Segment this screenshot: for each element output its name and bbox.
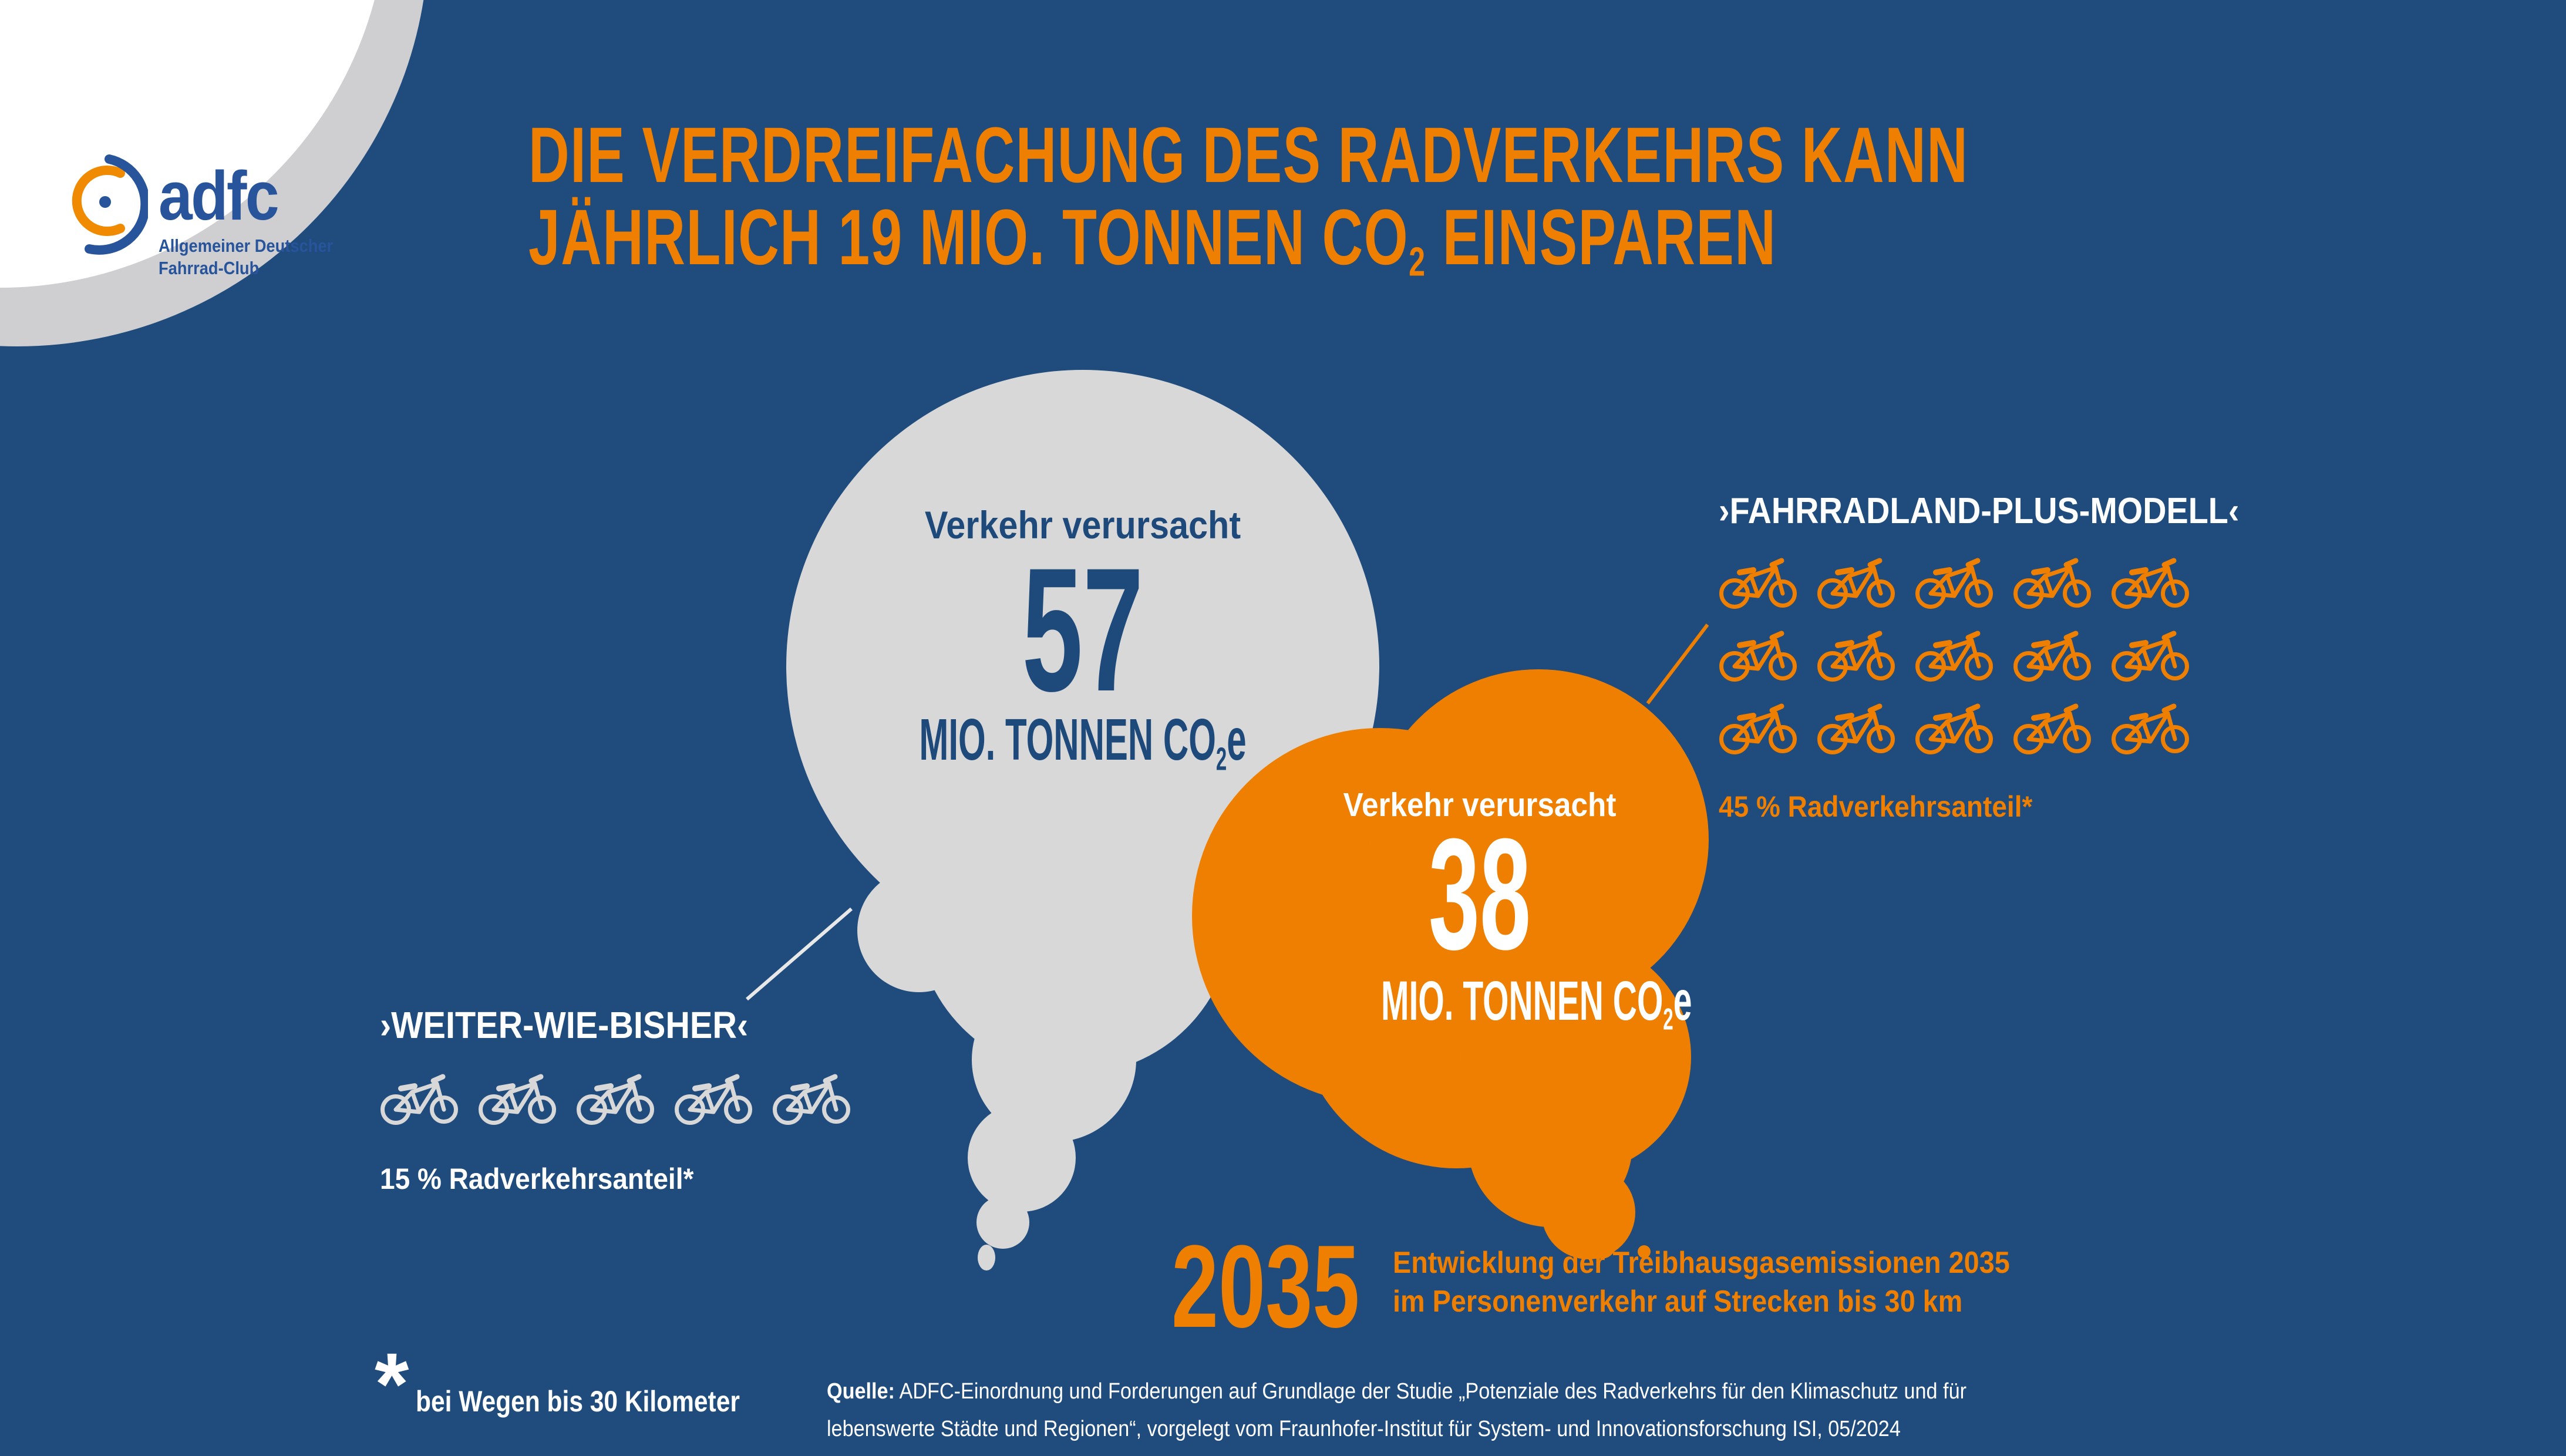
bike-row (1719, 628, 2297, 682)
bicycle-icon (1719, 628, 1797, 682)
bicycle-icon (772, 1071, 850, 1125)
orange-cloud-tail-bubble (1585, 1216, 1618, 1259)
baseline-share-label: 15 % Radverkehrsanteil* (380, 1162, 694, 1195)
footnote-text: bei Wegen bis 30 Kilometer (416, 1385, 740, 1418)
gray-cloud-value: 57 (1022, 531, 1144, 728)
bicycle-icon (2013, 628, 2091, 682)
chart-caption-line-2: im Personenverkehr auf Strecken bis 30 k… (1393, 1285, 1963, 1319)
chart-caption-line-1: Entwicklung der Treibhausgasemissionen 2… (1393, 1246, 2010, 1280)
gray-cloud-stat: Verkehr verursacht 57 MIO. TONNEN CO2e (786, 504, 1379, 791)
baseline-connector-line (746, 907, 853, 1001)
orange-cloud-stat: Verkehr verursacht 38 MIO. TONNEN CO2e (1315, 786, 1692, 1050)
bicycle-icon (576, 1071, 654, 1125)
bicycle-icon (1719, 700, 1797, 754)
plus-connector-line (1646, 623, 1709, 705)
scenario-baseline-title: ›WEITER-WIE-BISHER‹ (380, 1004, 749, 1046)
orange-cloud-unit: MIO. TONNEN CO2e (1381, 970, 1692, 1037)
bike-row (1719, 555, 2297, 609)
bike-row (380, 1071, 850, 1125)
baseline-bike-pictogram (380, 1071, 850, 1125)
bicycle-icon (1817, 700, 1895, 754)
year-label: 2035 (1171, 1221, 1360, 1352)
adfc-wheel-icon (72, 154, 148, 255)
bicycle-icon (2111, 700, 2189, 754)
logo-text: adfc Allgemeiner Deutscher Fahrrad-Club (159, 157, 357, 279)
page-title: DIE VERDREIFACHUNG DES RADVERKEHRS KANN … (528, 114, 2528, 303)
source-text: Quelle: ADFC-Einordnung und Forderungen … (827, 1379, 1966, 1441)
scenario-plus: ›FAHRRADLAND-PLUS-MODELL‹ 45 % Radverkeh… (1719, 492, 2297, 823)
bike-row (1719, 700, 2297, 754)
logo-subtitle: Allgemeiner Deutscher Fahrrad-Club (159, 235, 334, 278)
gray-cloud-tail-dot (978, 1245, 995, 1270)
scenario-plus-title: ›FAHRRADLAND-PLUS-MODELL‹ (1719, 491, 2240, 531)
asterisk: * (375, 1334, 409, 1433)
bicycle-icon (1817, 555, 1895, 609)
adfc-logo: adfc Allgemeiner Deutscher Fahrrad-Club (60, 151, 357, 279)
bicycle-icon (2111, 628, 2189, 682)
bicycle-icon (1719, 555, 1797, 609)
orange-cloud-label: Verkehr verursacht (1343, 786, 1617, 824)
gray-cloud-tail-bubble (968, 1104, 1076, 1212)
orange-cloud-value: 38 (1428, 806, 1531, 983)
plus-share-label: 45 % Radverkehrsanteil* (1719, 790, 2033, 823)
co2-subscript: 2 (1409, 238, 1426, 285)
bicycle-icon (674, 1071, 752, 1125)
gray-cloud-unit: MIO. TONNEN CO2e (919, 707, 1247, 777)
bicycle-icon (2013, 555, 2091, 609)
title-line-1: DIE VERDREIFACHUNG DES RADVERKEHRS KANN (528, 112, 1969, 199)
gray-cloud-tail-bubble (976, 1196, 1029, 1249)
bicycle-icon (2013, 700, 2091, 754)
title-line-2: JÄHRLICH 19 MIO. TONNEN CO2 EINSPAREN (528, 194, 1777, 285)
plus-bike-pictogram (1719, 555, 2297, 754)
bicycle-icon (1915, 628, 1993, 682)
gray-cloud-label: Verkehr verursacht (924, 503, 1241, 547)
bicycle-icon (1817, 628, 1895, 682)
bicycle-icon (1915, 700, 1993, 754)
orange-cloud-tail-dot (1638, 1245, 1651, 1258)
source-label: Quelle: (827, 1379, 895, 1404)
chart-caption: Entwicklung der Treibhausgasemissionen 2… (1393, 1243, 2010, 1321)
bicycle-icon (1915, 555, 1993, 609)
logo-brand: adfc (159, 157, 280, 235)
bicycle-icon (380, 1071, 458, 1125)
bicycle-icon (478, 1071, 556, 1125)
scenario-baseline: ›WEITER-WIE-BISHER‹ 15 % Radverkehrsante… (380, 1005, 850, 1195)
bicycle-icon (2111, 555, 2189, 609)
